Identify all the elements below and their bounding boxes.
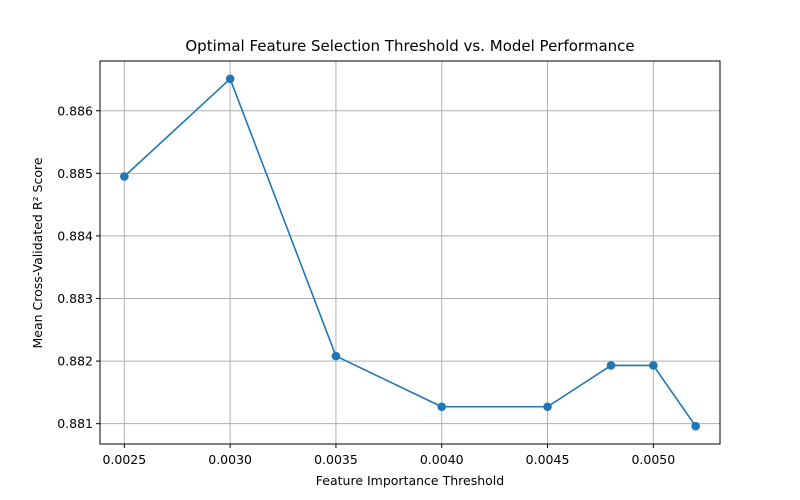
x-tick-label: 0.0030 (208, 452, 252, 467)
data-point (331, 351, 341, 361)
x-tick-label: 0.0040 (420, 452, 464, 467)
x-tick-label: 0.0035 (314, 452, 358, 467)
series-line (123, 78, 697, 427)
x-tick-label: 0.0025 (102, 452, 146, 467)
series-layer (120, 74, 700, 431)
x-axis-label: Feature Importance Threshold (316, 473, 504, 488)
x-tick-label: 0.0045 (526, 452, 570, 467)
y-tick-label: 0.884 (57, 228, 93, 243)
y-tick-label: 0.881 (57, 416, 93, 431)
chart-title: Optimal Feature Selection Threshold vs. … (185, 37, 634, 55)
grid (100, 61, 720, 444)
y-axis-label: Mean Cross-Validated R² Score (30, 157, 45, 348)
data-point (649, 361, 658, 370)
data-point (225, 74, 235, 84)
data-point (606, 361, 616, 370)
y-tick-label: 0.885 (57, 166, 93, 181)
x-tick-label: 0.0050 (631, 452, 675, 467)
data-point (543, 402, 552, 412)
ticks: 0.0025 0.0030 0.0035 0.0040 0.0045 0.0050 0.88… (57, 103, 675, 467)
data-point (437, 402, 447, 412)
y-tick-label: 0.882 (57, 354, 93, 369)
y-tick-label: 0.886 (57, 103, 93, 118)
data-point (120, 172, 129, 181)
y-tick-label: 0.883 (57, 291, 93, 306)
data-point (691, 421, 700, 431)
plot-frame (99, 60, 721, 445)
